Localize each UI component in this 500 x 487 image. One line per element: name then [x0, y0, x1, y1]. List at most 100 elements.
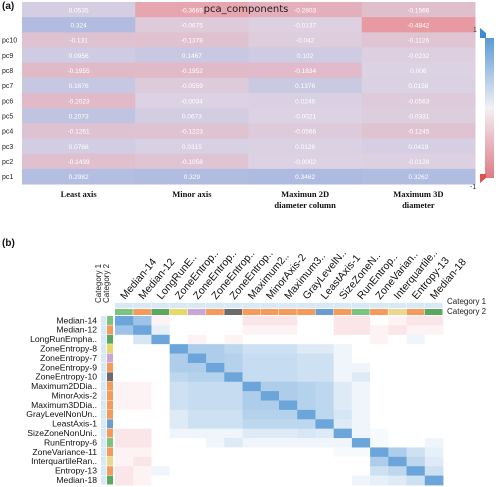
panel-a-cell	[248, 108, 363, 124]
panel-b-cell	[424, 428, 444, 439]
panel-b-cell	[224, 400, 243, 411]
panel-a-cell-value: -0.1378	[181, 38, 203, 45]
panel-a-cell	[248, 123, 363, 139]
panel-b-cell	[169, 344, 189, 354]
panel-a-cell	[22, 17, 136, 33]
category-2-swatch	[107, 475, 113, 485]
category-2-swatch	[107, 362, 113, 372]
panel-b-cell	[151, 325, 171, 336]
panel-a-row-label: pc9	[2, 53, 13, 60]
panel-b-cell	[260, 325, 280, 336]
panel-b-cell	[260, 334, 280, 345]
panel-a-cell-value: -0.0566	[294, 129, 316, 136]
panel-b-cell	[169, 353, 189, 364]
panel-b-cell	[115, 409, 134, 420]
panel-b-cell	[279, 381, 298, 392]
category-2-swatch	[151, 309, 170, 315]
panel-a-cell	[361, 168, 476, 185]
panel-a-cell	[135, 138, 249, 155]
panel-a-cell	[248, 153, 363, 170]
panel-b-cell	[133, 381, 152, 392]
category-1-swatch	[370, 303, 388, 308]
panel-b-cell	[297, 419, 316, 430]
category-1-legend: Category 1	[447, 297, 487, 306]
panel-b-cell	[351, 316, 371, 326]
panel-b-cell	[242, 325, 262, 336]
panel-b-cell	[224, 419, 243, 430]
panel-a-cell	[22, 77, 136, 94]
panel-b-cell	[242, 466, 262, 477]
panel-b-cell	[351, 456, 371, 467]
panel-b-cell	[279, 438, 298, 448]
panel-b-cell	[133, 466, 152, 477]
category-2-swatch	[279, 309, 297, 315]
panel-b-cell	[133, 334, 152, 345]
panel-b-cell	[333, 447, 353, 458]
panel-a-cell-value: -0.0232	[407, 53, 429, 60]
panel-b-cell	[279, 362, 298, 373]
panel-b-row-label: Entropy-13	[55, 466, 97, 476]
panel-b-cell	[187, 466, 207, 477]
panel-b-cell	[260, 372, 280, 383]
panel-b-cell	[370, 475, 389, 486]
category-1-swatch	[101, 400, 106, 410]
panel-b-cell	[279, 334, 298, 345]
panel-b-cell	[333, 325, 353, 336]
panel-b-cell	[315, 362, 335, 373]
panel-b-cell	[333, 438, 353, 448]
panel-b-cell	[169, 334, 189, 345]
panel-b-cell	[133, 325, 152, 336]
panel-b-cell	[388, 316, 407, 326]
panel-b-cell	[224, 447, 243, 458]
panel-b-cell	[260, 475, 280, 486]
panel-b-cell	[133, 475, 152, 486]
panel-b-cell	[406, 419, 426, 430]
category-2-swatch	[370, 309, 388, 315]
panel-b-cell	[151, 447, 171, 458]
category-1-swatch	[101, 381, 106, 391]
panel-b-cell	[187, 428, 207, 439]
panel-b-cell	[388, 344, 407, 354]
panel-a-cell-value: -0.1126	[408, 38, 430, 45]
panel-b-cell	[187, 400, 207, 411]
panel-b-cell	[187, 475, 207, 486]
panel-a-cell	[248, 138, 363, 155]
panel-b-cell	[206, 325, 225, 336]
panel-b-cell	[424, 475, 444, 486]
panel-a-title: pca_components	[204, 4, 289, 15]
panel-b-cell	[169, 400, 189, 411]
panel-b-cell	[260, 344, 280, 354]
panel-b-cell	[370, 391, 389, 401]
category-2-swatch	[169, 309, 188, 315]
panel-b-cell	[279, 419, 298, 430]
panel-b-cell	[424, 409, 444, 420]
panel-b-cell	[424, 344, 444, 354]
category-1-swatch	[388, 303, 407, 308]
panel-b-cell	[115, 372, 134, 383]
panel-b-cell	[224, 456, 243, 467]
panel-b-cell	[206, 344, 225, 354]
panel-a-cell-value: -0.0034	[181, 98, 203, 105]
panel-b-cell	[187, 419, 207, 430]
category-1-swatch	[101, 316, 106, 325]
panel-b-cell	[133, 372, 152, 383]
category-1-swatch	[101, 428, 106, 438]
panel-b-cell	[242, 438, 262, 448]
panel-b-cell	[279, 466, 298, 477]
panel-b-cell	[206, 316, 225, 326]
panel-b-cell	[370, 381, 389, 392]
panel-b-cell	[279, 475, 298, 486]
panel-b-cell	[187, 438, 207, 448]
panel-b-row-label: LongRunEmpha..	[30, 334, 97, 344]
panel-b-cell	[169, 456, 189, 467]
panel-b-cell	[151, 475, 171, 486]
panel-a-cell	[135, 153, 249, 170]
panel-b-cell	[169, 475, 189, 486]
panel-b-cell	[279, 344, 298, 354]
panel-b-cell	[315, 466, 335, 477]
panel-b-cell	[370, 400, 389, 411]
category-1-swatch	[101, 419, 106, 429]
panel-a-row-label: pc2	[2, 159, 13, 166]
panel-b-cell	[333, 362, 353, 373]
panel-b-cell	[242, 409, 262, 420]
